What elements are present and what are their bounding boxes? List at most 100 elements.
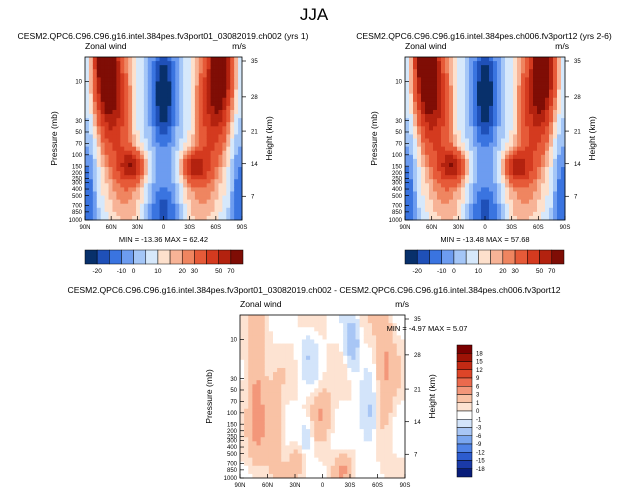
heatmap-cell	[132, 139, 136, 143]
heatmap-cell	[230, 208, 234, 212]
heatmap-cell	[160, 126, 164, 130]
heatmap-cell	[465, 196, 469, 200]
heatmap-cell	[389, 348, 394, 352]
heatmap-cell	[537, 102, 541, 106]
heatmap-cell	[537, 90, 541, 94]
heatmap-cell	[473, 175, 477, 179]
heatmap-cell	[234, 147, 238, 151]
heatmap-cell	[360, 372, 365, 376]
heatmap-cell	[343, 429, 348, 433]
heatmap-cell	[469, 122, 473, 126]
heatmap-cell	[191, 208, 195, 212]
heatmap-cell	[453, 130, 457, 134]
heatmap-cell	[144, 94, 148, 98]
heatmap-cell	[148, 171, 152, 175]
heatmap-cell	[269, 376, 274, 380]
heatmap-cell	[273, 425, 278, 429]
heatmap-cell	[277, 344, 282, 348]
heatmap-cell	[441, 139, 445, 143]
heatmap-cell	[179, 171, 183, 175]
heatmap-cell	[248, 462, 253, 466]
heatmap-cell	[549, 155, 553, 159]
heatmap-cell	[222, 86, 226, 90]
heatmap-cell	[397, 352, 402, 356]
heatmap-cell	[541, 86, 545, 90]
heatmap-cell	[429, 175, 433, 179]
heatmap-cell	[356, 466, 361, 470]
heatmap-cell	[240, 421, 245, 425]
heatmap-cells	[240, 315, 405, 478]
heatmap-cell	[97, 171, 101, 175]
heatmap-cell	[497, 155, 501, 159]
heatmap-cell	[273, 380, 278, 384]
heatmap-cell	[360, 319, 365, 323]
heatmap-cell	[252, 376, 257, 380]
heatmap-cell	[509, 208, 513, 212]
heatmap-cell	[477, 86, 481, 90]
heatmap-cell	[493, 110, 497, 114]
heatmap-cell	[273, 356, 278, 360]
heatmap-cell	[557, 110, 561, 114]
heatmap-cell	[144, 77, 148, 81]
heatmap-cell	[302, 409, 307, 413]
heatmap-cell	[364, 397, 369, 401]
heatmap-cell	[525, 114, 529, 118]
heatmap-cell	[461, 61, 465, 65]
heatmap-cell	[389, 470, 394, 474]
heatmap-cell	[136, 191, 140, 195]
heatmap-cell	[218, 98, 222, 102]
heatmap-cell	[215, 126, 219, 130]
heatmap-cell	[335, 384, 340, 388]
heatmap-cell	[207, 163, 211, 167]
heatmap-cell	[167, 183, 171, 187]
heatmap-cell	[409, 208, 413, 212]
heatmap-cell	[195, 118, 199, 122]
heatmap-cell	[421, 94, 425, 98]
heatmap-cell	[85, 139, 89, 143]
heatmap-cell	[481, 179, 485, 183]
heatmap-cell	[277, 372, 282, 376]
heatmap-cell	[461, 163, 465, 167]
heatmap-cell	[360, 405, 365, 409]
heatmap-cell	[517, 65, 521, 69]
heatmap-cell	[160, 102, 164, 106]
heatmap-cell	[457, 147, 461, 151]
heatmap-cell	[101, 139, 105, 143]
heatmap-cell	[549, 143, 553, 147]
heatmap-cell	[429, 200, 433, 204]
heatmap-cell	[347, 401, 352, 405]
heatmap-cell	[384, 344, 389, 348]
heatmap-cell	[425, 143, 429, 147]
heatmap-cell	[273, 397, 278, 401]
heatmap-cell	[501, 126, 505, 130]
left-label: Zonal wind	[405, 41, 447, 51]
heatmap-cell	[339, 372, 344, 376]
heatmap-cell	[314, 327, 319, 331]
heatmap-cell	[323, 360, 328, 364]
y-tick-label: 50	[230, 388, 237, 394]
heatmap-cell	[529, 81, 533, 85]
heatmap-cell	[380, 441, 385, 445]
heatmap-cell	[529, 143, 533, 147]
heatmap-cell	[187, 191, 191, 195]
heatmap-cell	[433, 126, 437, 130]
heatmap-cell	[421, 118, 425, 122]
heatmap-cell	[93, 122, 97, 126]
heatmap-cell	[409, 204, 413, 208]
heatmap-cell	[302, 405, 307, 409]
heatmap-cell	[331, 466, 336, 470]
heatmap-cell	[445, 118, 449, 122]
heatmap-cell	[441, 208, 445, 212]
heatmap-cell	[497, 130, 501, 134]
heatmap-cell	[533, 118, 537, 122]
heatmap-cell	[429, 69, 433, 73]
heatmap-cell	[132, 90, 136, 94]
heatmap-cell	[207, 106, 211, 110]
heatmap-cell	[310, 368, 315, 372]
heatmap-cell	[281, 413, 286, 417]
heatmap-cell	[417, 167, 421, 171]
heatmap-cell	[335, 433, 340, 437]
heatmap-cell	[537, 69, 541, 73]
heatmap-cell	[469, 155, 473, 159]
heatmap-cell	[453, 94, 457, 98]
